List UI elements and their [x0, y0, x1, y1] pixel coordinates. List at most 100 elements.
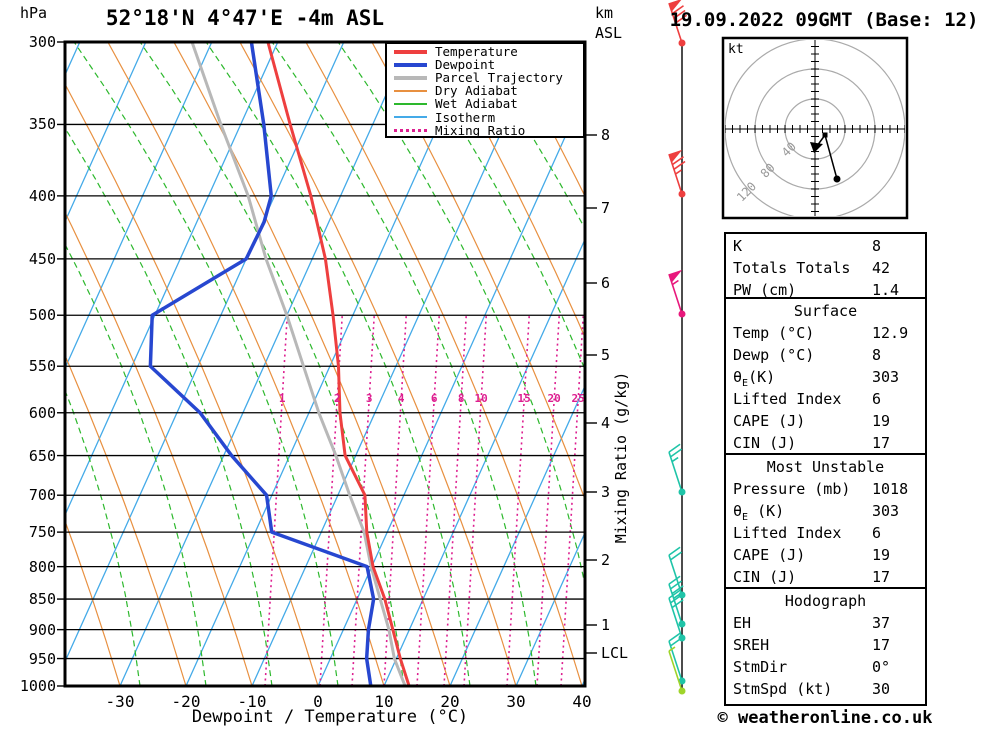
- km-tick-label: 1: [601, 616, 611, 634]
- dry-adiabat-line: [437, 42, 585, 339]
- legend-item-parcel: Parcel Trajectory: [387, 71, 583, 84]
- row-label: θE (K): [733, 502, 785, 523]
- mixing-ratio-line: [416, 312, 441, 686]
- legend-item-mixing-ratio: Mixing Ratio: [387, 124, 583, 137]
- surface-table: Surface Temp (°C) 12.9 Dewp (°C) 8 θE(K) 30…: [724, 297, 927, 455]
- legend-label: Parcel Trajectory: [435, 70, 563, 86]
- hodograph-table: Hodograph EH 37 SREH 17 StmDir 0° StmSpd (k…: [724, 587, 927, 706]
- table-row-stmdir: StmDir 0°: [726, 656, 925, 678]
- mixing-ratio-line: [264, 312, 289, 686]
- legend-item-wet-adiabat: Wet Adiabat: [387, 97, 583, 110]
- parcel-line-swatch: [394, 75, 427, 80]
- pressure-unit-label: hPa: [20, 4, 48, 22]
- row-label: CAPE (J): [733, 412, 806, 430]
- isotherm-line: [317, 91, 585, 686]
- row-value: 8: [872, 346, 882, 364]
- row-value: 0°: [872, 658, 891, 676]
- isotherm-line: [65, 42, 147, 224]
- table-row-theta-e: θE (K) 303: [726, 500, 925, 523]
- wind-barb: [668, 575, 686, 628]
- table-row-lifted-index: Lifted Index 6: [726, 522, 925, 544]
- wet-adiabat-line: [469, 42, 585, 231]
- dry-adiabat-line: [107, 42, 385, 686]
- wind-barb: [668, 646, 686, 695]
- legend-item-dry-adiabat: Dry Adiabat: [387, 84, 583, 97]
- pressure-tick-label: 300: [28, 33, 56, 51]
- row-label: Lifted Index: [733, 390, 842, 408]
- pressure-tick-label: 1000: [19, 677, 56, 695]
- row-value: 19: [872, 412, 891, 430]
- wind-barb: [668, 0, 688, 47]
- legend-label: Dewpoint: [435, 57, 496, 73]
- mixing-ratio-line-swatch: [394, 128, 427, 132]
- mixing-ratio-value-label: 25: [571, 392, 585, 405]
- table-row-dewp: Dewp (°C) 8: [726, 344, 925, 366]
- isotherm-line: [515, 531, 585, 686]
- table-row-lifted-index: Lifted Index 6: [726, 388, 925, 410]
- temp-tick-label: -20: [171, 692, 201, 711]
- dewpoint-line-swatch: [394, 62, 427, 67]
- wind-barb-dot: [678, 190, 686, 198]
- temp-tick-label: 40: [572, 692, 592, 711]
- table-row-cin: CIN (J) 17: [726, 432, 925, 454]
- plot-border: [63, 40, 587, 688]
- pressure-tick-label: 800: [28, 557, 56, 576]
- wet-adiabat-line: [65, 243, 207, 686]
- row-value: 17: [872, 568, 891, 586]
- dry-adiabat-line: [65, 519, 121, 686]
- pressure-tick-label: 350: [28, 115, 56, 134]
- wet-adiabat-line-swatch: [394, 102, 427, 105]
- dry-adiabat-line: [65, 82, 319, 686]
- row-label: CAPE (J): [733, 546, 806, 564]
- mixing-ratio-value-label: 4: [397, 392, 405, 405]
- hodograph-point: [822, 132, 828, 138]
- table-row-eh: EH 37: [726, 612, 925, 634]
- row-value: 30: [872, 680, 891, 698]
- km-tick-label: 3: [601, 483, 611, 501]
- isotherm-line: [65, 42, 345, 664]
- km-axis-unit-asl: ASL: [595, 24, 623, 42]
- wind-barb-dot: [678, 687, 686, 695]
- copyright-watermark: © weatheronline.co.uk: [717, 708, 933, 728]
- row-label: CIN (J): [733, 568, 797, 586]
- wet-adiabat-line: [73, 42, 339, 686]
- mixing-ratio-axis-label: Mixing Ratio (g/kg): [612, 371, 630, 544]
- pressure-tick-label: 950: [28, 649, 56, 668]
- station-title: 52°18'N 4°47'E -4m ASL: [105, 6, 385, 30]
- row-value: 42: [872, 259, 891, 277]
- row-value: 17: [872, 636, 891, 654]
- row-value: 8: [872, 237, 882, 255]
- km-tick-label: 6: [601, 274, 611, 292]
- dry-adiabat-line: [65, 354, 187, 686]
- row-label: Totals Totals: [733, 259, 851, 277]
- pressure-tick-label: 600: [28, 403, 56, 422]
- row-label: SREH: [733, 636, 770, 654]
- legend-box: Temperature Dewpoint Parcel Trajectory D…: [385, 42, 585, 138]
- row-label: θE(K): [733, 368, 776, 389]
- row-label: StmSpd (kt): [733, 680, 833, 698]
- legend-label: Isotherm: [435, 109, 496, 125]
- row-label: PW (cm): [733, 281, 797, 299]
- table-row-sreh: SREH 17: [726, 634, 925, 656]
- row-value: 17: [872, 434, 891, 452]
- dry-adiabat-line: [371, 42, 585, 501]
- km-tick-label: 2: [601, 551, 611, 569]
- row-value: 37: [872, 614, 891, 632]
- mixing-ratio-line: [443, 312, 468, 686]
- wet-adiabat-line: [65, 127, 273, 686]
- table-row-cape: CAPE (J) 19: [726, 410, 925, 432]
- dry-adiabat-line: [503, 42, 585, 198]
- pressure-tick-label: 850: [28, 590, 56, 609]
- row-value: 6: [872, 390, 882, 408]
- isotherm-line: [383, 237, 585, 686]
- surface-table-title: Surface: [793, 302, 858, 320]
- isotherm-line: [449, 384, 585, 686]
- table-row-theta-e: θE(K) 303: [726, 366, 925, 389]
- most-unstable-table: Most Unstable Pressure (mb) 1018 θE (K) 30…: [724, 453, 927, 589]
- mixing-ratio-value-label: 2: [333, 392, 341, 405]
- mixing-ratio-value-label: 1: [278, 392, 286, 405]
- pressure-tick-label: 900: [28, 620, 56, 639]
